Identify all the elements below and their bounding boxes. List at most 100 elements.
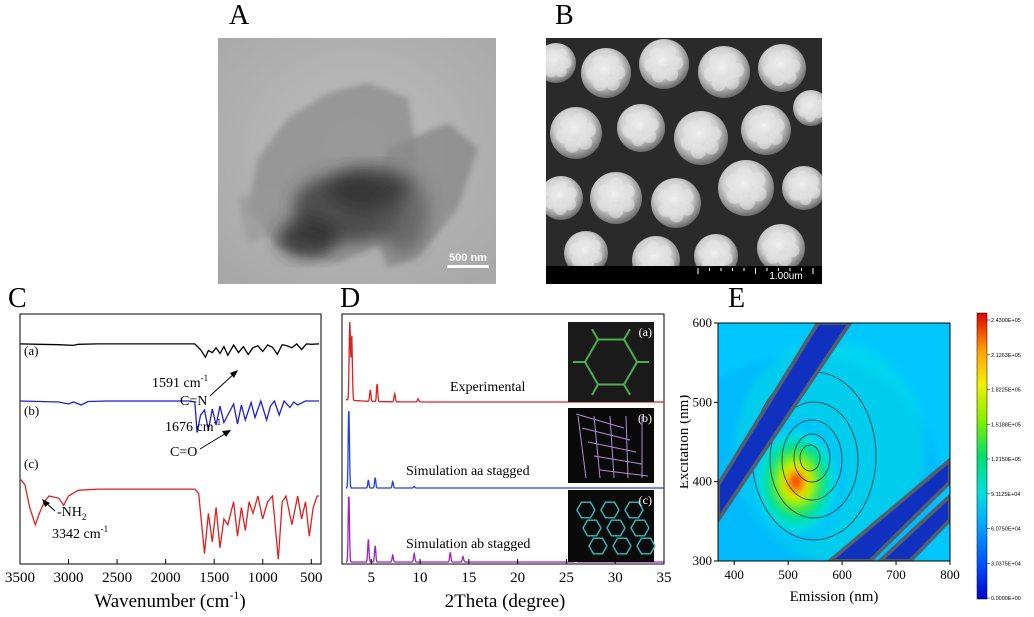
sem-particle-lobe <box>683 121 699 137</box>
sem-particle-lobe <box>642 129 657 144</box>
sem-particle-lobe <box>768 130 783 145</box>
sem-particle-lobe <box>597 184 613 199</box>
eem-y-tick-label: 300 <box>693 553 713 568</box>
cn-value: 1591 cm <box>152 376 201 391</box>
sem-particle-lobe <box>593 77 608 92</box>
sem-particle-lobe <box>771 72 785 87</box>
tem-scale-bar: 500 nm <box>449 252 487 264</box>
sem-particle-lobe <box>749 172 766 188</box>
sem-particle-lobe <box>604 54 619 69</box>
sem-particle-lobe <box>560 57 572 69</box>
sem-particle-lobe <box>770 229 785 244</box>
sem-particle-lobe <box>645 117 660 132</box>
sem-particle-lobe <box>571 253 584 267</box>
sem-particle-lobe <box>555 180 568 194</box>
eem-chart: 400 500 600 700 800 300 400 500 600 Emission (nm… <box>680 312 1021 605</box>
colorbar-label: 6.0750E+04 <box>991 527 1021 533</box>
colorbar-label: 1.2150E+05 <box>991 457 1021 463</box>
sem-particle-lobe <box>708 54 724 70</box>
sem-particle-lobe <box>658 202 673 217</box>
tem-image: 500 nm <box>218 38 496 284</box>
inset-label-b: (b) <box>638 411 652 425</box>
colorbar-label: 9.1125E+04 <box>991 492 1020 498</box>
sem-particle-lobe <box>711 76 727 92</box>
sem-particle-lobe <box>555 48 567 61</box>
sem-particle-lobe <box>669 208 684 223</box>
sem-particle-lobe <box>644 58 659 73</box>
trace-label-ab: Simulation ab stagged <box>406 537 530 552</box>
sem-particle-lobe <box>564 197 577 211</box>
sem-particle-lobe <box>789 188 802 201</box>
sem-particle-lobe <box>726 188 743 204</box>
panel-letter-d: D <box>340 283 361 314</box>
colorbar-label: 3.0375E+04 <box>991 561 1021 567</box>
sem-particle-lobe <box>569 243 582 256</box>
ftir-xlabel: Wavenumber (cm-1) <box>94 588 245 612</box>
cn-bond: C=N <box>180 394 207 409</box>
pxrd-x-tick-label: 25 <box>559 570 574 586</box>
inset-label-c: (c) <box>639 493 652 507</box>
sem-particle-lobe <box>564 186 577 200</box>
sem-particle-lobe <box>611 65 626 80</box>
sem-particle-lobe <box>766 250 780 264</box>
ftir-series-a <box>19 343 320 359</box>
eem-x-tick-label: 600 <box>832 567 852 582</box>
sem-particle-lobe <box>690 143 706 159</box>
nh-sup: -1 <box>101 524 109 534</box>
pxrd-xlabel: 2Theta (degree) <box>445 591 566 612</box>
sem-particle-lobe <box>814 99 822 110</box>
nh2-text: -NH <box>57 505 82 520</box>
trace-label-experimental: Experimental <box>450 380 526 395</box>
colorbar-label: 1.8225E+05 <box>991 388 1021 394</box>
sem-particle-lobe <box>620 184 635 199</box>
sem-particle-lobe <box>586 66 601 81</box>
eem-x-tick-label: 700 <box>886 567 906 582</box>
ftir-x-tick-label: 3500 <box>5 570 35 586</box>
sem-particle-lobe <box>679 189 694 204</box>
sem-particle-lobe <box>546 48 557 60</box>
eem-x-tick-label: 500 <box>778 567 798 582</box>
ftir-x-tick-label: 1500 <box>199 570 229 586</box>
sem-particle-lobe <box>798 97 809 108</box>
sem-particle-lobe <box>706 239 720 252</box>
svg-text:-NH2: -NH2 <box>57 505 86 522</box>
sem-particle-lobe <box>637 249 652 264</box>
sem-particle-lobe <box>813 108 822 119</box>
ftir-x-tick-label: 3000 <box>54 570 84 586</box>
sem-particle-lobe <box>559 116 575 131</box>
sem-particle-lobe <box>637 109 651 124</box>
sem-scale-bar: 1.00um <box>769 271 802 282</box>
sem-particle-lobe <box>717 241 730 255</box>
ftir-x-tick-label: 2000 <box>151 570 181 586</box>
sem-particle-lobe <box>703 139 719 155</box>
ftir-x-tick-label: 2500 <box>102 570 132 586</box>
sem-particle-lobe <box>546 185 558 199</box>
sem-image: 1.00um <box>546 38 822 284</box>
sem-particle-lobe <box>546 196 558 210</box>
sem-particle-lobe <box>646 241 660 256</box>
inset-structure-a: (a) <box>568 322 654 402</box>
sem-particle-lobe <box>703 66 719 82</box>
sem-particle-lobe <box>720 252 733 265</box>
sem-particle-lobe <box>724 75 740 90</box>
sem-particle-lobe <box>605 76 620 91</box>
sem-particle-lobe <box>787 177 800 190</box>
sem-particle-lobe <box>699 247 712 260</box>
nh-value: 3342 cm <box>52 527 101 542</box>
eem-x-tick-label: 400 <box>724 567 744 582</box>
sem-particle-lobe <box>622 124 637 138</box>
eem-xlabel: Emission (nm) <box>790 589 879 605</box>
sem-particle-lobe <box>669 55 684 70</box>
svg-text:1676 cm-1: 1676 cm-1 <box>165 417 221 435</box>
inset-structure-b: (b) <box>568 408 654 483</box>
eem-y-tick-label: 600 <box>693 315 713 330</box>
colorbar-label: 2.4300E+05 <box>991 318 1021 324</box>
ftir-series-c <box>19 478 320 560</box>
sem-particle-lobe <box>804 111 816 122</box>
sem-particle-lobe <box>806 94 817 105</box>
co-sup: -1 <box>214 417 222 427</box>
sem-particle-lobe <box>680 201 695 216</box>
sem-particle-lobe <box>782 232 796 246</box>
sem-particle-lobe <box>783 70 797 84</box>
eem-y-tick-label: 400 <box>693 474 713 489</box>
